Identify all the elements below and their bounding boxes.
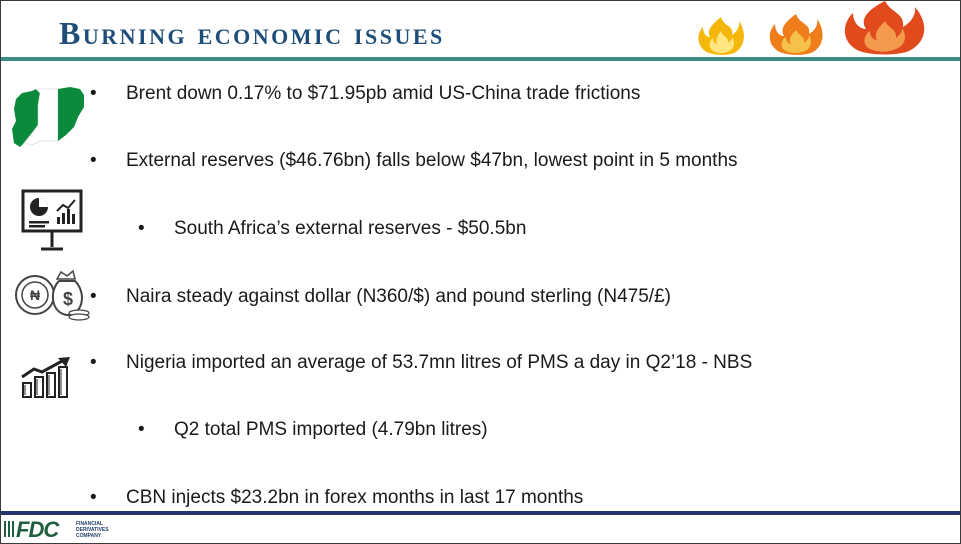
bullet-dot: • — [90, 487, 97, 508]
nigeria-map-icon — [12, 87, 84, 147]
bullet-text: Naira steady against dollar (N360/$) and… — [126, 286, 671, 307]
bullet-dot: • — [90, 352, 97, 373]
bullet-text: South Africa’s external reserves - $50.5… — [174, 218, 527, 239]
bullet-dot: • — [138, 419, 145, 440]
presentation-board-icon — [21, 189, 83, 251]
flame-icon-large — [844, 1, 925, 55]
coins-money-bag-icon: ₦ $ — [15, 269, 90, 321]
bullet-text: Nigeria imported an average of 53.7mn li… — [126, 352, 753, 373]
flame-icon-medium — [769, 14, 823, 55]
slide-title: Burning economic issues — [59, 15, 445, 51]
bullet-text: CBN injects $23.2bn in forex months in l… — [126, 487, 584, 508]
logo-text: FDC — [16, 517, 59, 542]
svg-text:₦: ₦ — [30, 287, 40, 303]
logo-subtext: FINANCIAL DERIVATIVES COMPANY — [76, 521, 109, 539]
bullet-text: Brent down 0.17% to $71.95pb amid US-Chi… — [126, 83, 641, 104]
logo-stripes-icon — [4, 521, 14, 537]
bullet-dot: • — [90, 286, 97, 307]
flame-icon-small — [698, 17, 744, 55]
bullet-text: External reserves ($46.76bn) falls below… — [126, 150, 738, 171]
growth-chart-icon — [21, 357, 70, 398]
bullet-dot: • — [138, 218, 145, 239]
svg-text:$: $ — [63, 289, 73, 309]
bullet-text: Q2 total PMS imported (4.79bn litres) — [174, 419, 488, 440]
footer-divider — [1, 511, 960, 515]
bullet-dot: • — [90, 150, 97, 171]
bullet-dot: • — [90, 83, 97, 104]
title-divider — [1, 57, 960, 61]
